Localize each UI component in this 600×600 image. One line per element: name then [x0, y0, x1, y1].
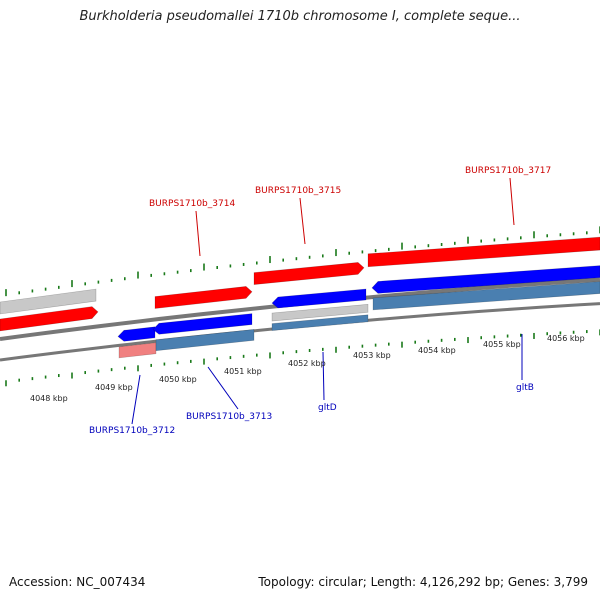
tick-label: 4056 kbp: [547, 334, 585, 343]
gene-arrow-reverse[interactable]: [152, 313, 253, 335]
label-connector-line: [509, 177, 515, 226]
label-connector-line: [322, 351, 325, 401]
label-connectors: [131, 177, 523, 425]
gene-label-burps1710b-3713[interactable]: BURPS1710b_3713: [186, 412, 272, 422]
outer-tick-ring: [5, 226, 600, 297]
gene-label-gltb[interactable]: gltB: [516, 383, 534, 393]
label-connector-line: [195, 210, 201, 257]
gene-arrow-burps1710b-3714[interactable]: [154, 286, 253, 309]
accession-text: Accession: NC_007434: [9, 575, 146, 589]
gene-arrow-forward[interactable]: [0, 306, 99, 332]
label-connector-line: [207, 366, 239, 410]
gene-label-burps1710b-3715[interactable]: BURPS1710b_3715: [255, 186, 341, 196]
gene-arrow-burps1710b-3715[interactable]: [253, 262, 365, 285]
label-connector-line: [299, 197, 306, 245]
topology-summary: Topology: circular; Length: 4,126,292 bp…: [258, 575, 588, 589]
tick-label: 4051 kbp: [224, 367, 262, 376]
gene-arrow-forward[interactable]: [0, 288, 97, 315]
gene-arrow-reverse[interactable]: [371, 265, 600, 294]
feature-track[interactable]: [0, 236, 600, 359]
tick-label: 4053 kbp: [353, 351, 391, 360]
gene-arrow-burps1710b-3713[interactable]: [155, 329, 255, 352]
gene-label-burps1710b-3712[interactable]: BURPS1710b_3712: [89, 426, 175, 436]
tick-label: 4050 kbp: [159, 375, 197, 384]
gene-arrow-burps1710b-3717[interactable]: [367, 236, 600, 268]
tick-label: 4052 kbp: [288, 359, 326, 368]
tick-label: 4055 kbp: [483, 340, 521, 349]
gene-arrow-reverse[interactable]: [117, 326, 156, 342]
gene-arrow-gltb[interactable]: [372, 281, 600, 311]
gene-arrow-gltd[interactable]: [271, 314, 369, 331]
map-title: Burkholderia pseudomallei 1710b chromoso…: [79, 9, 521, 24]
gene-label-burps1710b-3714[interactable]: BURPS1710b_3714: [149, 199, 235, 209]
gene-arrow-burps1710b-3712[interactable]: [118, 342, 157, 359]
tick-label: 4048 kbp: [30, 394, 68, 403]
label-connector-line: [131, 374, 141, 425]
gene-arrow-other[interactable]: [271, 303, 369, 322]
inner-tick-ring: [5, 329, 600, 387]
gene-label-gltd[interactable]: gltD: [318, 403, 337, 413]
gene-label-burps1710b-3717[interactable]: BURPS1710b_3717: [465, 166, 551, 176]
tick-label: 4049 kbp: [95, 383, 133, 392]
gene-arrow-reverse[interactable]: [271, 288, 367, 309]
tick-label: 4054 kbp: [418, 346, 456, 355]
